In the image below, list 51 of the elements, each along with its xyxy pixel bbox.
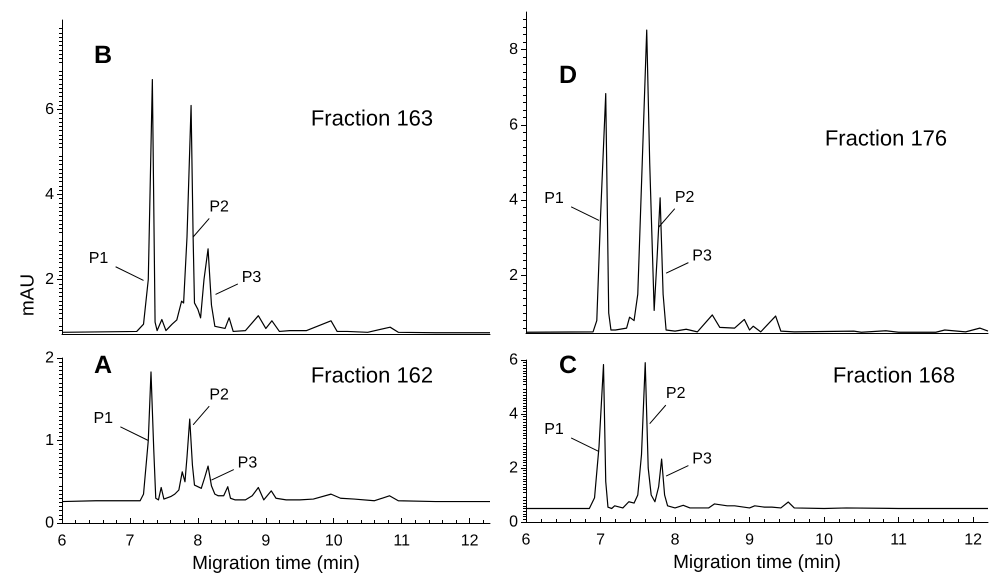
y-tick-label: 8: [509, 41, 518, 58]
x-tick-label: 12: [460, 532, 479, 550]
y-tick-label: 6: [509, 352, 518, 368]
y-tick-label: 6: [45, 100, 54, 118]
annotation: P2: [209, 198, 229, 216]
x-tick-label: 8: [193, 532, 202, 550]
y-tick-label: 0: [509, 514, 518, 530]
x-tick-label: 8: [670, 532, 680, 548]
annotation: Fraction 162: [310, 362, 434, 388]
annotation: P2: [209, 386, 229, 404]
x-axis-title: Migration time (min): [192, 552, 360, 574]
x-tick-label: 7: [596, 532, 606, 548]
y-tick-label: 4: [509, 406, 518, 422]
x-axis-title: Migration time (min): [673, 552, 841, 573]
y-axis-title: mAU: [18, 274, 38, 316]
annotation: C: [559, 351, 578, 379]
annotation: P3: [238, 454, 258, 472]
annotation: B: [94, 41, 112, 69]
annotation: Fraction 168: [832, 362, 956, 388]
y-tick-label: 2: [45, 271, 54, 288]
x-tick-label: 6: [522, 532, 531, 548]
annotation: P2: [674, 188, 695, 206]
y-tick-label: 2: [509, 460, 518, 476]
annotation: D: [559, 61, 578, 89]
y-tick-label: 1: [45, 432, 54, 449]
annotation: P1: [93, 410, 114, 427]
y-tick-label: 4: [45, 186, 54, 203]
annotation: P1: [544, 421, 564, 438]
annotation: A: [94, 351, 112, 379]
y-tick-label: 4: [509, 192, 518, 209]
annotation: Fraction 163: [310, 106, 434, 130]
y-tick-label: 6: [509, 116, 518, 134]
annotation: P3: [692, 248, 712, 265]
x-tick-label: 11: [890, 532, 907, 548]
annotation: P2: [666, 385, 686, 402]
x-tick-label: 10: [815, 532, 834, 548]
y-tick-label: 2: [45, 350, 54, 366]
x-tick-label: 11: [393, 532, 410, 550]
x-tick-label: 9: [745, 532, 754, 548]
annotation: Fraction 176: [824, 126, 948, 150]
annotation: P1: [544, 190, 564, 207]
y-tick-label: 0: [45, 514, 54, 532]
annotation: P3: [692, 450, 712, 468]
y-tick-label: 2: [509, 266, 518, 284]
x-tick-label: 7: [125, 532, 134, 550]
annotation: P1: [88, 250, 108, 267]
x-tick-label: 12: [964, 532, 982, 548]
x-tick-label: 6: [58, 532, 67, 550]
x-tick-label: 9: [261, 532, 270, 550]
x-tick-label: 10: [324, 532, 343, 550]
annotation: P3: [242, 268, 262, 286]
